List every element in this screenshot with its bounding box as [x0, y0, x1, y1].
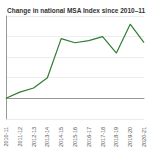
svg-text:2017-18: 2017-18	[100, 127, 106, 147]
svg-text:2020-21: 2020-21	[141, 127, 147, 147]
svg-text:2015-16: 2015-16	[72, 127, 78, 147]
svg-text:2011-12: 2011-12	[17, 127, 23, 147]
svg-text:2010-11: 2010-11	[3, 127, 9, 147]
svg-text:2013-14: 2013-14	[44, 127, 50, 147]
svg-text:Change in national MSA Index s: Change in national MSA Index since 2010–…	[7, 7, 145, 15]
svg-text:2016-17: 2016-17	[86, 127, 92, 147]
svg-text:2012-13: 2012-13	[31, 127, 37, 147]
svg-text:2019-20: 2019-20	[127, 127, 133, 147]
svg-text:2014-15: 2014-15	[58, 127, 64, 147]
svg-text:2018-19: 2018-19	[113, 127, 119, 147]
